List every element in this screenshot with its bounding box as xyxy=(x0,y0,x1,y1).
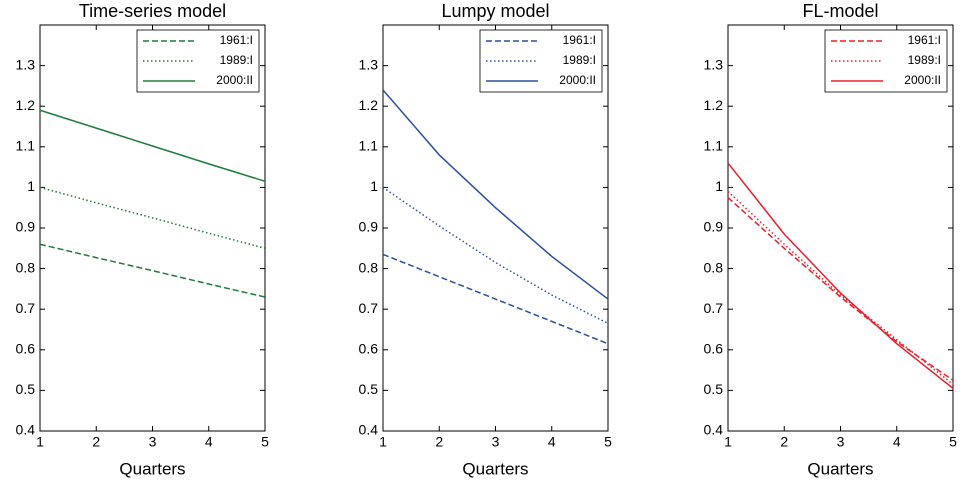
y-tick-label: 0.8 xyxy=(359,259,379,275)
y-tick-label: 0.7 xyxy=(704,300,724,316)
series-line xyxy=(382,186,609,325)
series-line xyxy=(39,109,266,183)
x-tick-label: 3 xyxy=(837,434,845,450)
chart-title: FL-model xyxy=(802,1,878,21)
y-tick-label: 0.8 xyxy=(704,259,724,275)
series-line xyxy=(39,243,266,298)
plot-frame xyxy=(39,24,266,432)
x-tick-label: 2 xyxy=(92,434,100,450)
x-tick-label: 1 xyxy=(724,434,732,450)
legend-label: 1989:I xyxy=(563,53,596,67)
x-tick-label: 4 xyxy=(548,434,556,450)
x-tick-label: 5 xyxy=(949,434,957,450)
x-axis-label: Quarters xyxy=(462,459,528,478)
x-tick-label: 5 xyxy=(261,434,269,450)
legend-label: 1989:I xyxy=(908,53,941,67)
y-tick-label: 1.1 xyxy=(16,138,36,154)
x-tick-label: 2 xyxy=(435,434,443,450)
y-tick-label: 0.5 xyxy=(704,381,724,397)
legend-label: 2000:II xyxy=(559,73,596,87)
y-tick-label: 0.6 xyxy=(16,341,36,357)
y-tick-label: 1.2 xyxy=(704,97,724,113)
y-tick-label: 0.4 xyxy=(359,422,379,438)
y-tick-label: 1.1 xyxy=(704,138,724,154)
y-tick-label: 0.5 xyxy=(16,381,36,397)
chart-title: Time-series model xyxy=(79,1,226,21)
y-tick-label: 1.2 xyxy=(16,97,36,113)
series-line xyxy=(39,186,266,250)
legend-label: 2000:II xyxy=(904,73,941,87)
y-tick-label: 1.3 xyxy=(359,56,379,72)
x-tick-label: 3 xyxy=(149,434,157,450)
y-tick-label: 0.5 xyxy=(359,381,379,397)
y-tick-label: 1.2 xyxy=(359,97,379,113)
legend-label: 1961:I xyxy=(220,33,253,47)
series-line xyxy=(382,253,609,345)
x-tick-label: 4 xyxy=(893,434,901,450)
y-tick-label: 1.3 xyxy=(16,56,36,72)
chart-title: Lumpy model xyxy=(441,1,549,21)
y-tick-label: 0.9 xyxy=(16,219,36,235)
plot-frame xyxy=(382,24,609,432)
y-tick-label: 1 xyxy=(27,178,35,194)
series-line xyxy=(382,89,609,300)
y-tick-label: 1 xyxy=(715,178,723,194)
y-tick-label: 0.8 xyxy=(16,259,36,275)
y-tick-label: 1.1 xyxy=(359,138,379,154)
y-tick-label: 1 xyxy=(370,178,378,194)
y-tick-label: 0.7 xyxy=(359,300,379,316)
x-tick-label: 5 xyxy=(604,434,612,450)
x-tick-label: 1 xyxy=(379,434,387,450)
y-tick-label: 0.4 xyxy=(704,422,724,438)
x-axis-label: Quarters xyxy=(807,459,873,478)
legend-label: 1961:I xyxy=(908,33,941,47)
x-tick-label: 3 xyxy=(492,434,500,450)
y-tick-label: 0.9 xyxy=(704,219,724,235)
x-tick-label: 4 xyxy=(205,434,213,450)
y-tick-label: 0.7 xyxy=(16,300,36,316)
x-tick-label: 1 xyxy=(36,434,44,450)
y-tick-label: 0.4 xyxy=(16,422,36,438)
x-tick-label: 2 xyxy=(780,434,788,450)
plot-frame xyxy=(727,24,954,432)
series-line xyxy=(727,190,954,385)
y-tick-label: 0.6 xyxy=(359,341,379,357)
x-axis-label: Quarters xyxy=(119,459,185,478)
series-line xyxy=(727,162,954,389)
y-tick-label: 1.3 xyxy=(704,56,724,72)
legend-label: 2000:II xyxy=(216,73,253,87)
legend-label: 1961:I xyxy=(563,33,596,47)
y-tick-label: 0.6 xyxy=(704,341,724,357)
series-line xyxy=(727,196,954,381)
legend-label: 1989:I xyxy=(220,53,253,67)
y-tick-label: 0.9 xyxy=(359,219,379,235)
